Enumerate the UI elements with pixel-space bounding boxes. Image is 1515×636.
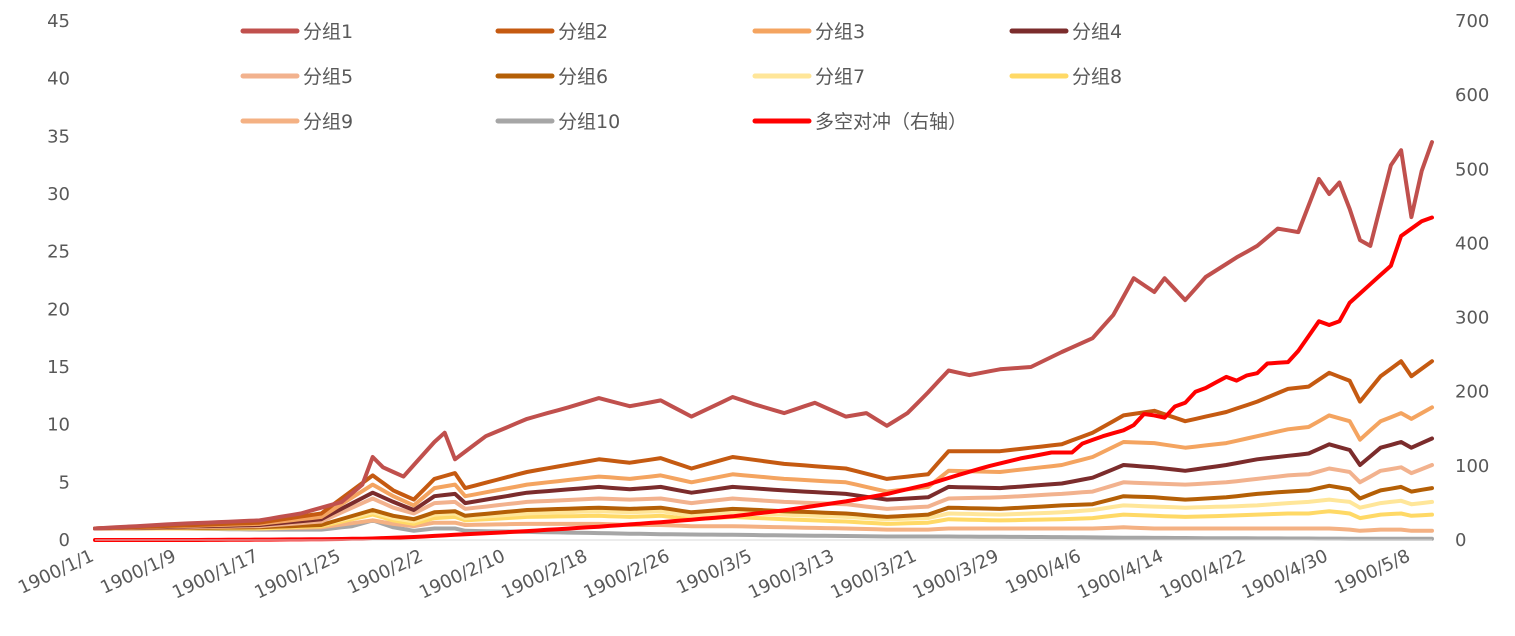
legend-label: 分组4 (1072, 21, 1122, 43)
left-y-tick-label: 30 (47, 184, 70, 205)
legend-entry-4: 分组4 (1009, 21, 1122, 43)
legend-entry-8: 分组8 (1009, 66, 1122, 88)
legend-entry-5: 分组5 (240, 66, 353, 88)
x-tick-label: 1900/1/25 (251, 545, 344, 603)
x-tick-label: 1900/3/21 (827, 545, 920, 603)
legend: 分组1 分组2 分组3 分组4 分组5 分组6 分组7 分组8 分组9 分组10 多空对冲（右轴） (240, 21, 1122, 133)
legend-label: 分组1 (303, 21, 353, 43)
x-tick-label: 1900/4/6 (1002, 545, 1084, 598)
x-tick-label: 1900/2/2 (344, 545, 426, 598)
right-y-tick-label: 700 (1455, 11, 1489, 32)
series-2-line (93, 359, 1434, 531)
legend-label: 分组10 (558, 111, 620, 133)
legend-entry-9: 分组9 (240, 111, 353, 133)
legend-entry-11: 多空对冲（右轴） (752, 111, 967, 133)
series-3-line (93, 405, 1434, 531)
legend-entry-10: 分组10 (495, 111, 620, 133)
x-tick-label: 1900/4/22 (1156, 545, 1249, 603)
left-y-tick-label: 25 (47, 242, 70, 263)
x-tick-label: 1900/4/14 (1074, 545, 1167, 603)
x-tick-label: 1900/1/17 (169, 545, 262, 603)
legend-label: 分组9 (303, 111, 353, 133)
left-y-tick-label: 40 (47, 69, 70, 90)
legend-entry-7: 分组7 (752, 66, 865, 88)
series-5-line (93, 463, 1434, 531)
plot-area (93, 140, 1434, 542)
legend-label: 多空对冲（右轴） (815, 111, 967, 133)
x-tick-label: 1900/1/9 (97, 545, 179, 598)
series-1-line (93, 140, 1434, 531)
legend-entry-3: 分组3 (752, 21, 865, 43)
right-y-tick-label: 500 (1455, 159, 1489, 180)
right-y-axis: 0 100 200 300 400 500 600 700 (1455, 11, 1489, 551)
right-y-tick-label: 200 (1455, 382, 1489, 403)
x-tick-label: 1900/2/26 (581, 545, 674, 603)
left-y-tick-label: 5 (59, 472, 70, 493)
legend-entry-2: 分组2 (495, 21, 608, 43)
legend-label: 分组7 (815, 66, 865, 88)
series-4-line (93, 436, 1434, 531)
left-y-tick-label: 15 (47, 357, 70, 378)
x-tick-label: 1900/2/18 (498, 545, 591, 603)
legend-label: 分组2 (558, 21, 608, 43)
x-tick-label: 1900/5/8 (1331, 545, 1413, 598)
legend-label: 分组8 (1072, 66, 1122, 88)
legend-label: 分组6 (558, 66, 608, 88)
right-y-tick-label: 100 (1455, 456, 1489, 477)
right-y-tick-label: 300 (1455, 308, 1489, 329)
legend-entry-6: 分组6 (495, 66, 608, 88)
series-6-line (93, 483, 1434, 531)
left-y-tick-label: 35 (47, 126, 70, 147)
legend-label: 分组3 (815, 21, 865, 43)
x-tick-label: 1900/3/13 (745, 545, 838, 603)
x-tick-label: 1900/4/30 (1239, 545, 1332, 603)
right-y-tick-label: 400 (1455, 233, 1489, 254)
left-y-tick-label: 0 (59, 530, 70, 551)
left-y-tick-label: 10 (47, 415, 70, 436)
left-y-axis: 0 5 10 15 20 25 30 35 40 45 (47, 11, 70, 551)
series-10-line (93, 518, 1434, 541)
left-y-tick-label: 45 (47, 11, 70, 32)
x-tick-label: 1900/3/5 (673, 545, 755, 598)
right-y-tick-label: 600 (1455, 85, 1489, 106)
left-y-tick-label: 20 (47, 299, 70, 320)
legend-label: 分组5 (303, 66, 353, 88)
right-y-tick-label: 0 (1455, 530, 1466, 551)
legend-entry-1: 分组1 (240, 21, 353, 43)
x-tick-label: 1900/1/1 (15, 545, 97, 598)
series-11-line (93, 215, 1434, 542)
x-tick-label: 1900/3/29 (910, 545, 1003, 603)
x-tick-label: 1900/2/10 (416, 545, 509, 603)
